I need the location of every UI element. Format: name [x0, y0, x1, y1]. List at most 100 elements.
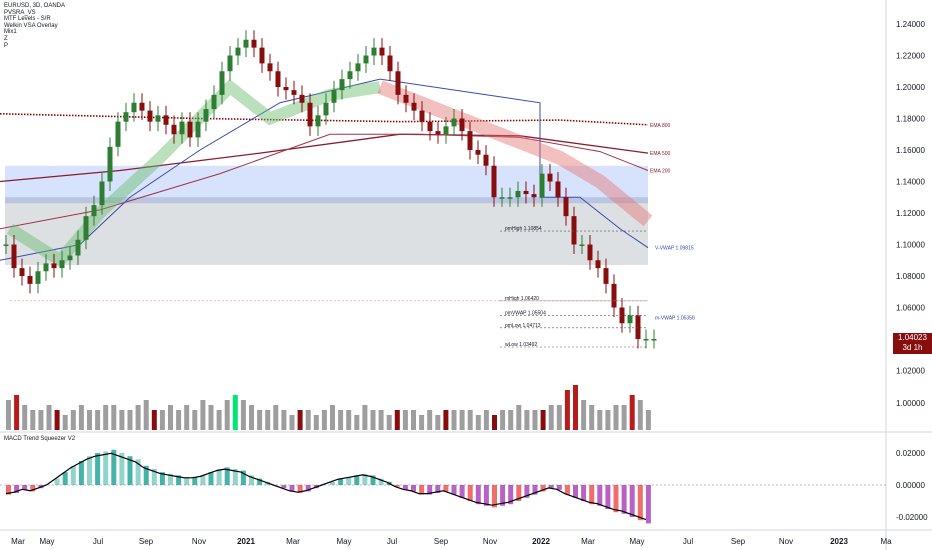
macd-bar: [78, 461, 84, 485]
candle-body: [259, 47, 265, 64]
indicator-pvsra[interactable]: PVSRA_VS: [4, 9, 36, 16]
macd-bar: [192, 477, 198, 485]
volume-bar: [629, 395, 635, 430]
volume-axis-label: 1.00000: [896, 399, 925, 408]
time-tick-label: May: [39, 537, 54, 546]
time-tick-label: 2021: [237, 537, 255, 546]
macd-bar: [556, 485, 562, 490]
macd-bar: [289, 485, 295, 492]
volume-bar: [540, 410, 546, 430]
volume-bar: [232, 395, 238, 430]
macd-bar: [70, 465, 76, 485]
volume-bar: [402, 410, 408, 430]
bull-ribbon: [6, 78, 381, 269]
indicator-z[interactable]: Z: [4, 35, 8, 42]
price-tick-label: 1.14000: [896, 178, 925, 187]
candle-body: [339, 79, 345, 91]
time-tick-label: Sep: [139, 537, 154, 546]
volume-bar: [556, 405, 562, 430]
bar-countdown: 3d 1h: [902, 343, 923, 352]
volume-bar: [208, 405, 214, 430]
volume-bar: [70, 410, 76, 430]
macd-bar: [637, 485, 643, 521]
macd-bar: [119, 453, 125, 485]
indicator-legend: EURUSD, 3D, OANDA PVSRA_VS MTF Levels - …: [4, 3, 65, 49]
candle-body: [251, 39, 257, 48]
macd-bar: [548, 485, 554, 489]
macd-bar: [564, 485, 570, 495]
macd-bar: [451, 485, 457, 495]
indicator-welkin[interactable]: Welkin VSA Overlay: [4, 22, 58, 29]
time-tick-label: Mar: [581, 537, 595, 546]
volume-bar: [492, 415, 497, 430]
volume-bar: [151, 410, 157, 430]
candle-body: [139, 102, 145, 111]
volume-bar: [184, 405, 190, 430]
candle-body: [531, 194, 537, 198]
volume-bar: [54, 410, 60, 430]
macd-bar: [419, 485, 425, 495]
volume-bar: [370, 410, 376, 430]
candle-body: [443, 126, 449, 135]
macd-bar: [508, 485, 514, 505]
candle-body: [99, 181, 105, 206]
time-tick-label: 2022: [532, 537, 550, 546]
volume-bar: [483, 410, 489, 430]
macd-bar: [645, 485, 651, 524]
macd-bar: [87, 456, 92, 485]
candle-body: [555, 181, 561, 198]
volume-bar: [427, 410, 433, 430]
volume-bar: [645, 410, 651, 430]
candle-body: [435, 131, 441, 135]
ema-800-line: [0, 112, 649, 126]
candle-body: [323, 102, 329, 116]
candle-body: [123, 112, 129, 122]
macd-bar: [305, 485, 311, 492]
candle-body: [67, 255, 73, 261]
indicator-p[interactable]: P: [4, 42, 9, 49]
price-tick-label: 1.16000: [896, 146, 925, 155]
symbol-title[interactable]: EURUSD, 3D, OANDA: [4, 3, 66, 9]
candle-body: [379, 47, 385, 56]
macd-bar: [257, 478, 263, 485]
volume-bar: [297, 410, 303, 430]
time-tick-label: Nov: [779, 537, 793, 546]
vwap-line: [0, 78, 649, 261]
candle-body: [147, 110, 153, 122]
macd-bar: [605, 485, 611, 509]
macd-pane-title[interactable]: MACD Trend Squeezer V2: [4, 436, 76, 442]
candle-body: [195, 121, 201, 138]
indicator-mix1[interactable]: Mix1: [4, 29, 17, 36]
macd-bar: [200, 475, 206, 485]
candle-body: [75, 239, 81, 256]
volume-bar: [637, 400, 643, 430]
volume-bar: [249, 405, 254, 430]
volume-bar: [135, 405, 141, 430]
macd-bar: [176, 475, 182, 485]
candle-body: [291, 90, 297, 95]
volume-bar: [168, 405, 173, 430]
candle-body: [107, 146, 113, 182]
candle-body: [11, 244, 17, 269]
indicator-mtf[interactable]: MTF Levels - S/R: [4, 16, 51, 23]
macd-bar: [378, 478, 384, 485]
volume-bar: [613, 405, 619, 430]
macd-bar: [427, 485, 433, 495]
volume-bar: [338, 410, 344, 430]
macd-bar: [394, 485, 400, 487]
price-tick-label: 1.02000: [896, 367, 925, 376]
candle-body: [83, 216, 89, 240]
volume-bar: [281, 410, 287, 430]
bear-ribbon: [377, 80, 653, 227]
macd-bar: [30, 485, 36, 492]
level-label-pmhigh: pmHigh 1.10854: [505, 226, 542, 232]
candle-body: [395, 71, 401, 95]
macd-bar: [143, 465, 149, 485]
candle-body: [587, 244, 593, 261]
macd-bar: [402, 485, 408, 490]
level-label-pmlow: pmLow 1.04713: [505, 323, 541, 329]
candle-body: [515, 190, 521, 198]
macd-bar: [168, 473, 173, 485]
candle-body: [459, 118, 465, 132]
